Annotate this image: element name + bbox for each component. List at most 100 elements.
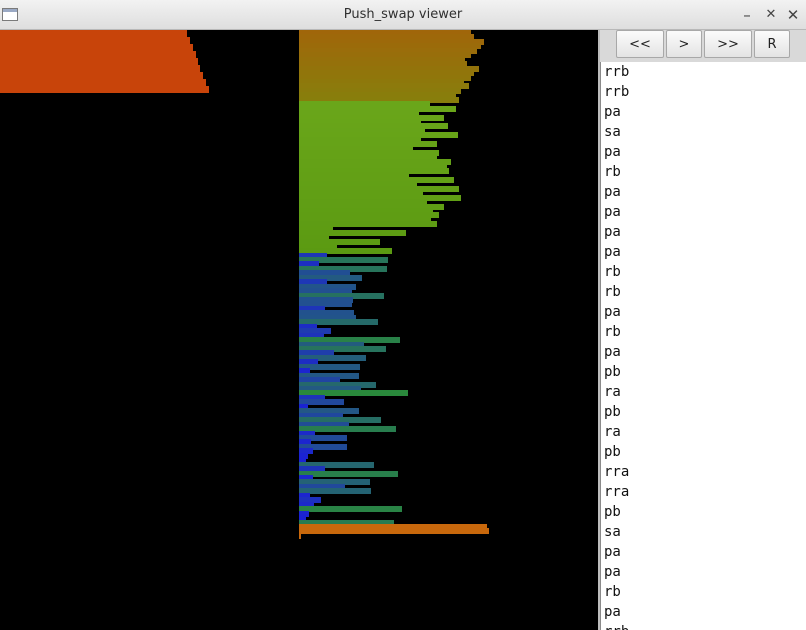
stack-a-bar [299, 115, 444, 121]
stack-a-bar [299, 248, 392, 254]
stack-a-bar [299, 226, 333, 232]
operation-item[interactable]: pa [604, 304, 621, 320]
window-icon[interactable] [2, 8, 18, 21]
operation-item[interactable]: pa [604, 204, 621, 220]
stack-a-bar [299, 328, 331, 334]
step-button[interactable]: > [666, 30, 702, 58]
stack-a-bar [299, 110, 419, 116]
operation-list[interactable]: rrb rrb pa sa pa rb pa pa pa pa rb rb pa rb pa pb ra pb ra… [600, 62, 806, 630]
operation-item[interactable]: pa [604, 104, 621, 120]
stack-a-bar [299, 310, 354, 316]
stack-a-bar [299, 141, 437, 147]
operation-item[interactable]: pa [604, 224, 621, 240]
stack-a-bar [299, 479, 370, 485]
stack-a-bar [299, 150, 439, 156]
stack-b-bar [0, 72, 203, 79]
stack-a-bar [299, 261, 319, 267]
stack-a-bar [299, 395, 325, 401]
operation-item[interactable]: sa [604, 524, 621, 540]
stack-a-bar [299, 511, 309, 517]
stack-a-bar [299, 417, 381, 423]
stack-a-bar [299, 422, 349, 428]
stack-a-bar [299, 408, 359, 414]
stack-a-bar [299, 324, 317, 330]
stack-b-bar [0, 65, 200, 72]
stack-a-bar [299, 66, 479, 72]
operation-item[interactable]: rb [604, 324, 621, 340]
operation-item[interactable]: rrb [604, 64, 630, 80]
stack-a-bar [299, 106, 456, 112]
stack-a-bar [299, 306, 325, 312]
operation-item[interactable]: pb [604, 364, 621, 380]
stack-a-bar [299, 230, 406, 236]
stack-a-bar [299, 168, 449, 174]
operation-item[interactable]: pa [604, 344, 621, 360]
stack-a-bar [299, 506, 402, 512]
stack-a-bar [299, 159, 451, 165]
operation-item[interactable]: pb [604, 504, 621, 520]
operation-item[interactable]: rb [604, 584, 621, 600]
operation-item[interactable]: ra [604, 424, 621, 440]
reset-button[interactable]: R [754, 30, 790, 58]
operation-item[interactable]: pb [604, 444, 621, 460]
operation-item[interactable]: rb [604, 164, 621, 180]
maximize-icon[interactable]: ✕ [765, 7, 777, 22]
stack-a-bar [299, 515, 306, 521]
stack-a-bar [299, 457, 306, 463]
operation-item[interactable]: pa [604, 604, 621, 620]
stack-a-bar [299, 48, 477, 54]
stack-a-bar [299, 266, 387, 272]
stack-a-bar [299, 528, 489, 534]
operation-item[interactable]: pa [604, 184, 621, 200]
fast-forward-button[interactable]: >> [704, 30, 752, 58]
stack-a-bar [299, 239, 380, 245]
operation-item[interactable]: rra [604, 484, 630, 500]
minimize-icon[interactable]: – [743, 6, 751, 24]
stack-a-bar [299, 83, 469, 89]
stack-a-bar [299, 382, 376, 388]
operation-item[interactable]: rra [604, 464, 630, 480]
stack-a-bar [299, 493, 310, 499]
stack-a-bar [299, 333, 324, 339]
stack-a-bar [299, 195, 461, 201]
operation-item[interactable]: sa [604, 124, 621, 140]
operation-item[interactable]: pa [604, 564, 621, 580]
operation-item[interactable]: pa [604, 244, 621, 260]
stack-a-bar [299, 502, 314, 508]
operation-item[interactable]: ra [604, 384, 621, 400]
stack-a-bar [299, 315, 356, 321]
stack-a-bar [299, 377, 340, 383]
operation-item[interactable]: rrb [601, 622, 806, 630]
stack-a-bar [299, 488, 371, 494]
operation-item[interactable]: pa [604, 144, 621, 160]
stack-a-bar [299, 337, 400, 343]
stack-a-bar [299, 279, 327, 285]
operation-item[interactable]: rb [604, 264, 621, 280]
stack-a-bar [299, 186, 459, 192]
rewind-button[interactable]: << [616, 30, 664, 58]
stack-a-bar [299, 359, 318, 365]
stack-a-bar [299, 128, 425, 134]
stack-a-bar [299, 297, 353, 303]
stack-a-bar [299, 466, 325, 472]
stack-a-bar [299, 123, 448, 129]
stack-a-bar [299, 30, 471, 36]
stack-a-bar [299, 435, 347, 441]
close-icon[interactable]: ✕ [786, 6, 800, 24]
stack-a-bar [299, 284, 356, 290]
stack-a-bar [299, 368, 310, 374]
stack-a-bar [299, 413, 343, 419]
stack-a-bar [299, 217, 431, 223]
stack-a-bar [299, 34, 474, 40]
stack-b-bar [0, 44, 193, 51]
stack-a-bar [299, 533, 301, 539]
operation-item[interactable]: pb [604, 404, 621, 420]
operation-item[interactable]: pa [604, 544, 621, 560]
stack-a-bar [299, 399, 344, 405]
stack-a-bar [299, 350, 334, 356]
operation-item[interactable]: rb [604, 284, 621, 300]
stack-a-bar [299, 293, 384, 299]
stack-a-bar [299, 386, 361, 392]
stack-a-bar [299, 212, 439, 218]
operation-item[interactable]: rrb [604, 84, 630, 100]
